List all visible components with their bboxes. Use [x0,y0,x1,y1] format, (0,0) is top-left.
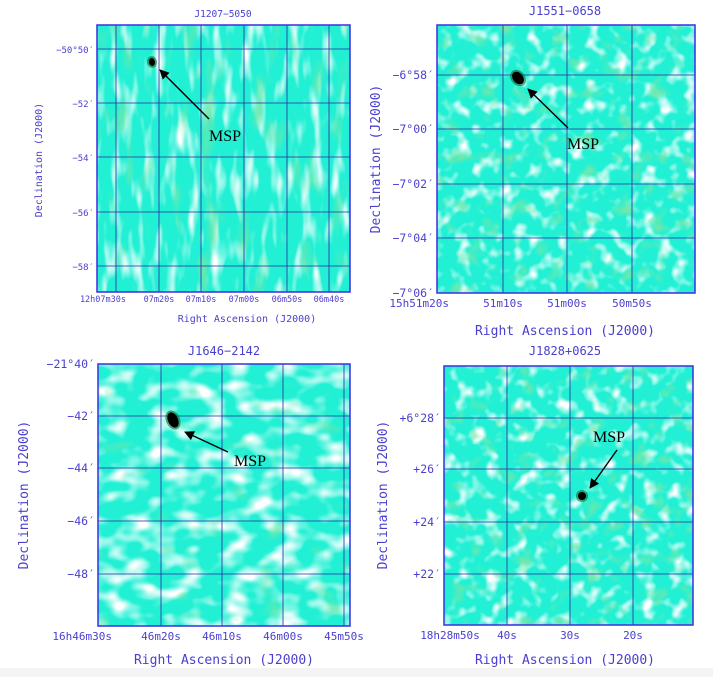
msp-annotation: MSP [567,136,599,153]
panel-1: MSP J1207−5050 12h07m30s 07m20s 07m10s 07m00s… [34,9,351,325]
y-tick-label: −7°04′ [392,231,434,245]
panel-4: MSP J1828+0625 18h28m50s 40s 30s 20s +6°28′ +26… [376,344,694,668]
arrow-icon [527,88,569,129]
x-tick-label: 46m20s [141,630,181,643]
noise-green [437,25,695,293]
panel-title: J1551−0658 [529,4,601,18]
noise-green [98,364,350,626]
x-axis-label: Right Ascension (J2000) [134,653,314,668]
plot-frame [436,24,696,294]
y-tick-label: −7°00′ [392,122,434,136]
plot-frame [97,363,351,627]
x-tick-label: 30s [560,629,580,642]
y-axis-label: Declination (J2000) [376,421,391,570]
panel-title: J1828+0625 [529,344,601,358]
arrow-icon [589,449,618,489]
panel-3: MSP J1646−2142 16h46m30s 46m20s 46m10s 46m00s… [17,344,364,668]
y-tick-label: −50°50′ [56,46,94,56]
x-tick-label: 18h28m50s [420,629,480,642]
y-tick-label: −6°58′ [392,68,434,82]
noise-green [444,366,693,625]
y-tick-label: −7°06′ [392,286,434,300]
noise-green [97,25,350,292]
plot-frame [96,24,351,293]
y-tick-label: −52′ [72,100,94,110]
msp-annotation: MSP [209,128,241,145]
panel-2: MSP J1551−0658 15h51m20s 51m10s 51m00s 50m50s… [369,4,696,339]
y-axis-label: Declination (J2000) [17,421,32,570]
x-tick-label: 46m00s [263,630,303,643]
bottom-strip [0,668,713,677]
radio-image [98,364,350,626]
x-tick-label: 07m10s [186,295,217,305]
y-tick-label: −46′ [67,514,95,528]
y-tick-label: −44′ [67,461,95,475]
x-tick-label: 15h51m20s [389,297,449,310]
y-tick-label: +22′ [413,567,441,581]
x-axis-label: Right Ascension (J2000) [475,324,655,339]
x-tick-label: 12h07m30s [80,295,126,305]
y-tick-label: −21°40′ [47,357,95,371]
x-tick-label: 20s [623,629,643,642]
arrow-icon [184,431,229,453]
x-tick-label: 51m00s [547,297,587,310]
y-tick-label: +6°28′ [399,411,441,425]
y-tick-label: −54′ [72,154,94,164]
y-axis-label: Declination (J2000) [369,85,384,234]
x-tick-label: 07m20s [144,295,175,305]
y-tick-label: −58′ [72,263,94,273]
y-tick-label: +24′ [413,515,441,529]
y-tick-label: −56′ [72,209,94,219]
x-tick-label: 50m50s [612,297,652,310]
x-axis-label: Right Ascension (J2000) [178,314,316,325]
msp-annotation: MSP [234,453,266,470]
y-axis-label: Declination (J2000) [34,103,45,217]
y-tick-label: −7°02′ [392,177,434,191]
x-tick-label: 40s [497,629,517,642]
x-tick-label: 07m00s [229,295,260,305]
msp-source [512,71,524,85]
arrow-icon [159,69,210,120]
radio-image [437,25,695,293]
msp-source [148,58,156,66]
y-tick-label: +26′ [413,462,441,476]
panel-title: J1646−2142 [188,344,260,358]
x-tick-label: 06m50s [272,295,303,305]
radio-image [444,366,693,625]
plot-frame [443,365,694,626]
radio-image [97,25,350,292]
x-tick-label: 06m40s [314,295,345,305]
msp-annotation: MSP [593,429,625,446]
x-tick-label: 51m10s [483,297,523,310]
y-tick-label: −42′ [67,409,95,423]
msp-source [578,492,586,500]
msp-source [167,412,179,428]
panel-title: J1207−5050 [194,9,251,20]
x-tick-label: 16h46m30s [52,630,112,643]
x-tick-label: 45m50s [324,630,364,643]
x-tick-label: 46m10s [202,630,242,643]
y-tick-label: −48′ [67,567,95,581]
x-axis-label: Right Ascension (J2000) [475,653,655,668]
